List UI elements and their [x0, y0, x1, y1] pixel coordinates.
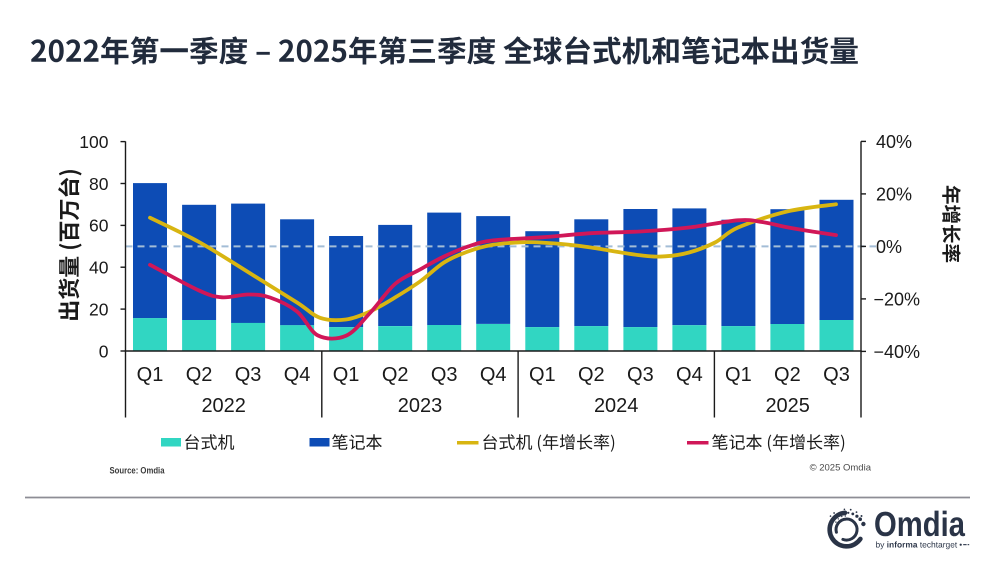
svg-text:Q4: Q4: [480, 364, 507, 386]
svg-text:Q3: Q3: [431, 364, 458, 386]
svg-text:−20%: −20%: [874, 289, 921, 309]
svg-text:2022: 2022: [201, 395, 246, 417]
svg-text:20%: 20%: [876, 184, 912, 204]
svg-text:2023: 2023: [398, 395, 443, 417]
svg-text:Q3: Q3: [235, 364, 262, 386]
svg-text:−40%: −40%: [874, 342, 921, 362]
svg-text:Q2: Q2: [774, 364, 801, 386]
svg-text:Q2: Q2: [186, 364, 213, 386]
svg-text:Q4: Q4: [284, 364, 311, 386]
svg-text:2025: 2025: [765, 395, 810, 417]
svg-text:Q4: Q4: [676, 364, 703, 386]
svg-text:80: 80: [89, 174, 109, 194]
svg-text:Source: Omdia: Source: Omdia: [110, 466, 166, 477]
svg-text:0: 0: [99, 341, 109, 361]
svg-text:Q2: Q2: [382, 364, 409, 386]
svg-text:Q1: Q1: [529, 364, 556, 386]
svg-text:Q3: Q3: [627, 364, 654, 386]
svg-text:Q1: Q1: [725, 364, 752, 386]
svg-text:60: 60: [89, 216, 109, 236]
svg-text:Q3: Q3: [823, 364, 850, 386]
svg-text:0%: 0%: [876, 237, 902, 257]
svg-text:20: 20: [89, 299, 109, 319]
svg-text:Q2: Q2: [578, 364, 605, 386]
svg-text:© 2025 Omdia: © 2025 Omdia: [810, 463, 872, 474]
svg-text:Q1: Q1: [333, 364, 360, 386]
svg-text:100: 100: [79, 132, 108, 152]
svg-text:40: 40: [89, 258, 109, 278]
svg-text:40%: 40%: [876, 132, 912, 152]
svg-text:2024: 2024: [594, 395, 639, 417]
svg-text:Q1: Q1: [137, 364, 164, 386]
